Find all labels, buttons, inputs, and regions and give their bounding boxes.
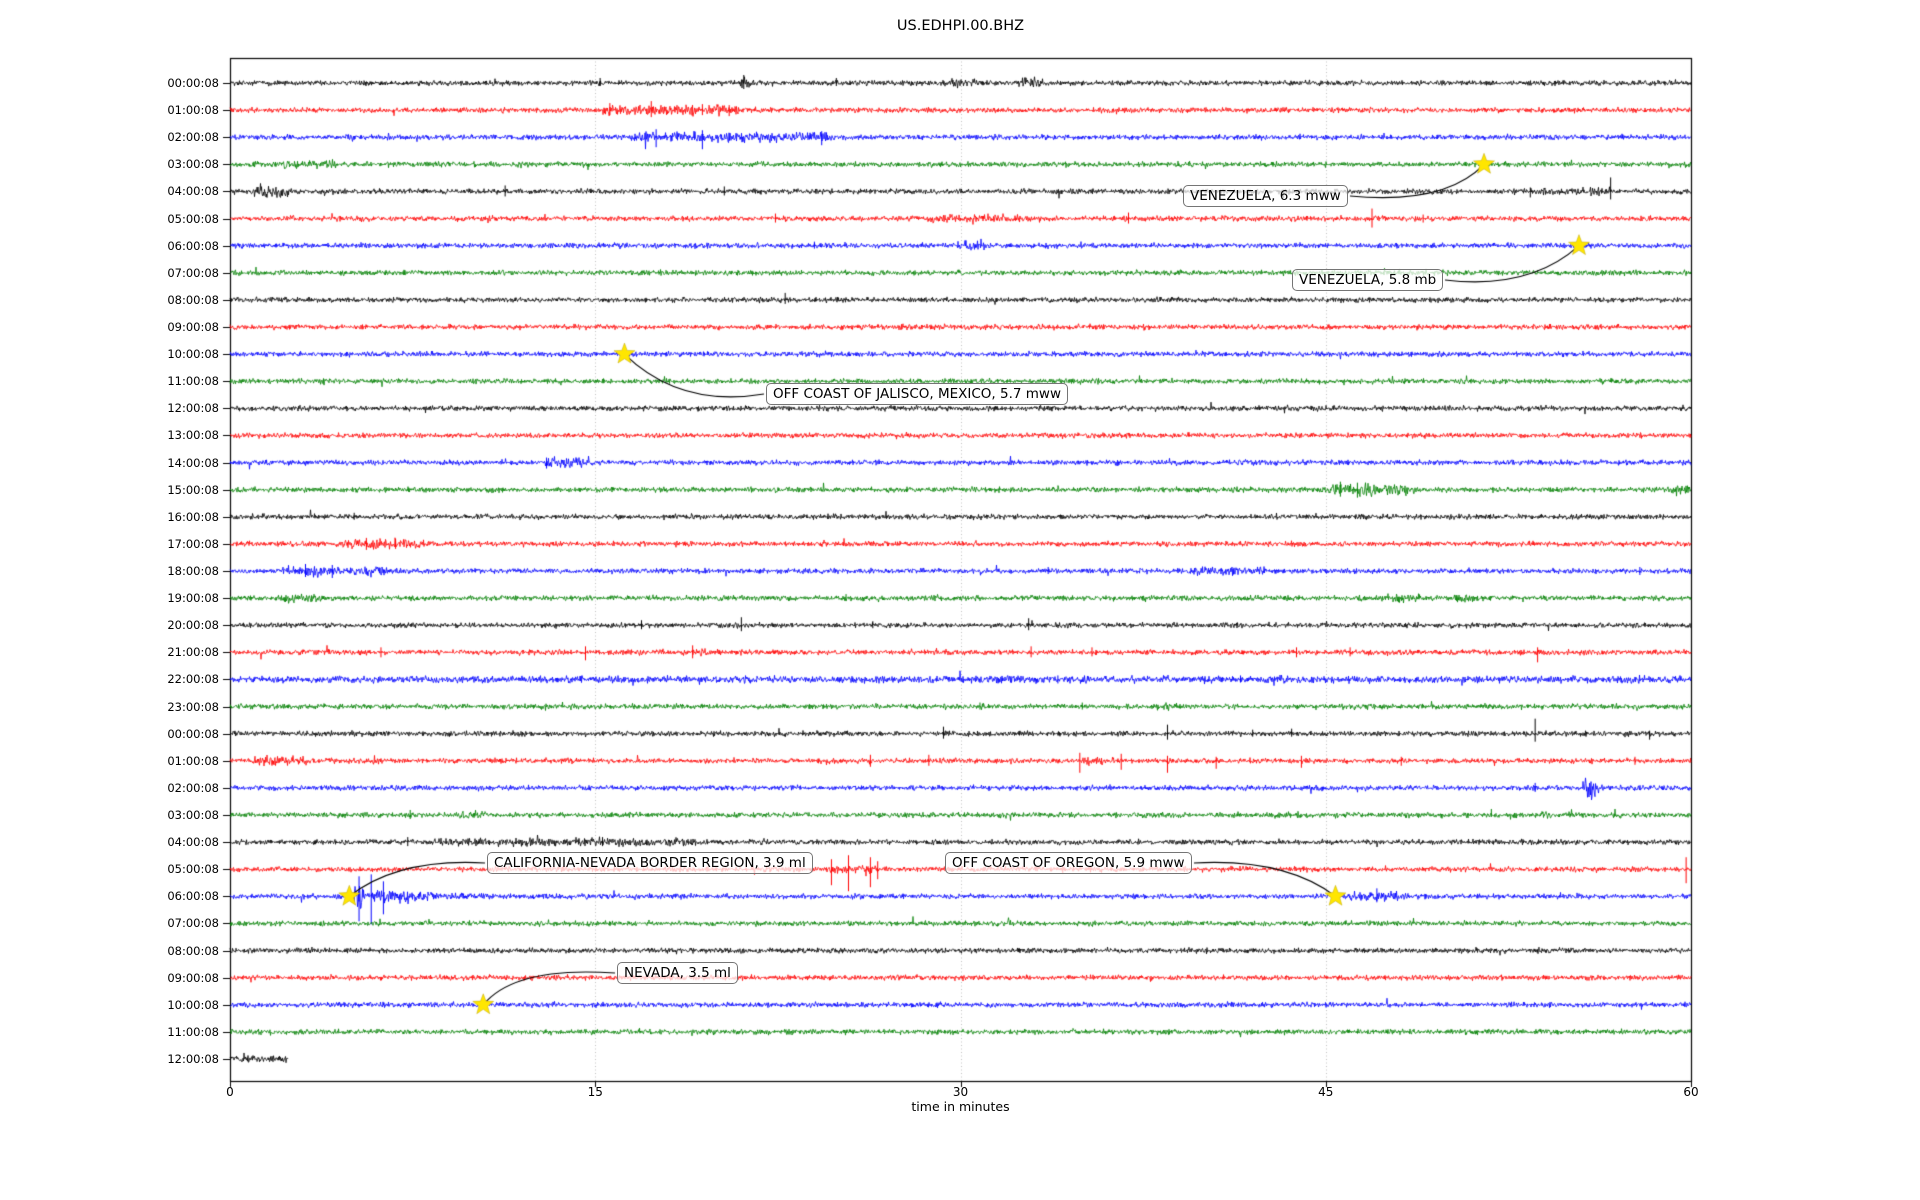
y-tick-label: 21:00:08 <box>167 645 219 660</box>
y-tick-label: 17:00:08 <box>167 536 219 551</box>
y-tick-label: 19:00:08 <box>167 591 219 606</box>
y-tick-label: 07:00:08 <box>167 916 219 931</box>
y-tick-label: 08:00:08 <box>167 943 219 958</box>
y-tick-label: 00:00:08 <box>167 76 219 90</box>
y-tick-label: 02:00:08 <box>167 130 219 145</box>
y-tick-label: 09:00:08 <box>167 970 219 985</box>
y-tick-label: 09:00:08 <box>167 319 219 334</box>
chart-title: US.EDHPI.00.BHZ <box>896 18 1025 34</box>
event-annotation: OFF COAST OF JALISCO, MEXICO, 5.7 mww <box>766 383 1069 405</box>
y-tick-label: 05:00:08 <box>167 862 219 877</box>
y-tick-label: 15:00:08 <box>167 482 219 497</box>
y-tick-label: 00:00:08 <box>167 726 219 741</box>
y-tick-label: 11:00:08 <box>167 1024 219 1039</box>
x-axis-title: time in minutes <box>911 1099 1010 1114</box>
event-annotation: VENEZUELA, 6.3 mww <box>1183 185 1348 207</box>
y-tick-label: 10:00:08 <box>167 997 219 1012</box>
y-tick-label: 03:00:08 <box>167 157 219 172</box>
x-tick-label: 0 <box>226 1085 234 1099</box>
y-tick-label: 06:00:08 <box>167 238 219 253</box>
y-tick-label: 14:00:08 <box>167 455 219 470</box>
x-tick-label: 30 <box>952 1085 969 1099</box>
y-tick-label: 02:00:08 <box>167 780 219 795</box>
y-tick-label: 04:00:08 <box>167 835 219 850</box>
y-tick-label: 13:00:08 <box>167 428 219 443</box>
y-tick-label: 18:00:08 <box>167 563 219 578</box>
x-tick-label: 60 <box>1683 1085 1699 1099</box>
y-tick-label: 22:00:08 <box>167 672 219 687</box>
y-tick-label: 12:00:08 <box>167 401 219 416</box>
event-annotation: CALIFORNIA-NEVADA BORDER REGION, 3.9 ml <box>487 852 813 874</box>
y-tick-label: 01:00:08 <box>167 103 219 118</box>
x-tick-label: 45 <box>1318 1085 1334 1099</box>
event-annotation: VENEZUELA, 5.8 mb <box>1292 269 1444 291</box>
y-tick-label: 03:00:08 <box>167 807 219 822</box>
y-tick-label: 10:00:08 <box>167 347 219 362</box>
event-annotation: NEVADA, 3.5 ml <box>617 962 738 984</box>
y-tick-label: 07:00:08 <box>167 265 219 280</box>
y-tick-label: 12:00:08 <box>167 1051 219 1066</box>
y-tick-label: 20:00:08 <box>167 618 219 633</box>
y-tick-label: 08:00:08 <box>167 292 219 307</box>
y-tick-label: 23:00:08 <box>167 699 219 714</box>
y-tick-label: 16:00:08 <box>167 509 219 524</box>
y-tick-label: 06:00:08 <box>167 889 219 904</box>
y-tick-label: 01:00:08 <box>167 753 219 768</box>
y-tick-label: 04:00:08 <box>167 184 219 199</box>
x-tick-label: 15 <box>587 1085 603 1099</box>
event-annotation: OFF COAST OF OREGON, 5.9 mww <box>945 852 1192 874</box>
y-tick-label: 05:00:08 <box>167 211 219 226</box>
y-tick-label: 11:00:08 <box>167 374 219 389</box>
